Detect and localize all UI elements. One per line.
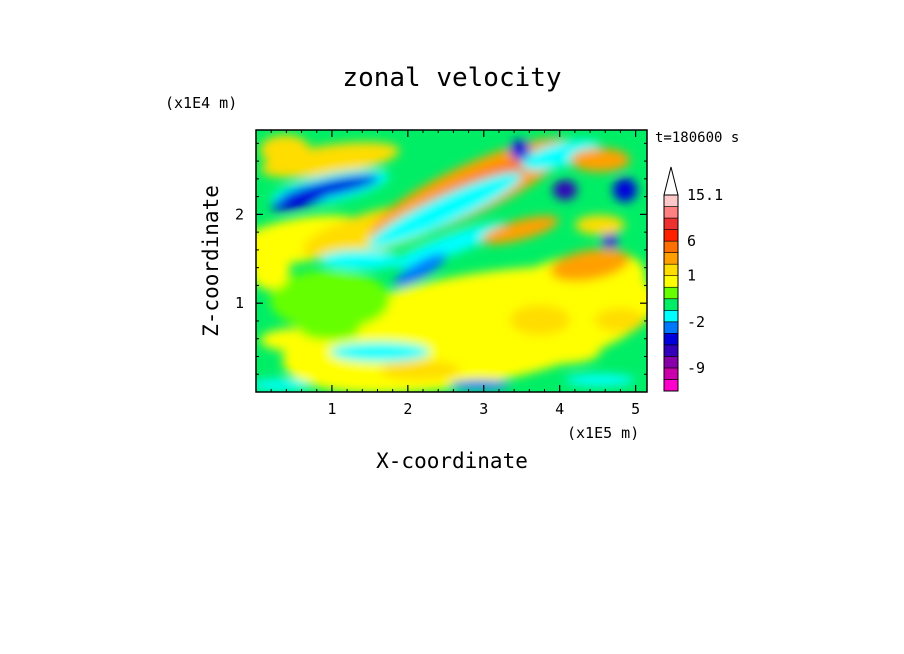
colorbar-segment <box>663 263 679 277</box>
field-blob <box>521 139 599 171</box>
colorbar-segment <box>663 206 679 219</box>
field-blob <box>481 215 559 245</box>
field-blob <box>520 340 600 364</box>
y-tick-label: 2 <box>235 205 244 223</box>
colorbar-tick-label: -2 <box>687 313 705 331</box>
field-blob <box>553 180 577 200</box>
y-scale-label: (x1E4 m) <box>165 94 237 112</box>
field-blob <box>256 250 290 290</box>
colorbar-segment <box>663 367 679 380</box>
y-axis-label: Z-coordinate <box>199 185 223 337</box>
colorbar-segment <box>663 321 679 334</box>
time-label: t=180600 s <box>655 130 739 146</box>
colorbar-segment <box>663 275 679 288</box>
plot-frame <box>255 129 648 393</box>
colorbar-segment <box>663 298 679 311</box>
chart-title: zonal velocity <box>342 63 561 93</box>
field-blob <box>570 148 630 172</box>
x-tick-label: 5 <box>631 400 640 418</box>
field-blob <box>595 308 645 332</box>
x-axis: 1 2 3 4 5 <box>270 130 640 418</box>
x-tick-label: 4 <box>555 400 564 418</box>
y-tick-label: 1 <box>235 294 244 312</box>
field-blob <box>450 380 510 390</box>
field-blob <box>270 189 330 211</box>
colorbar-max-arrow <box>663 166 679 196</box>
colorbar-frame <box>663 194 679 392</box>
field-blob <box>256 379 310 391</box>
colorbar-segment <box>663 333 679 346</box>
y-axis: 12 <box>235 142 647 375</box>
colorbar-segment <box>663 194 679 207</box>
colorbar-segment <box>663 309 679 323</box>
field-blob <box>320 250 400 270</box>
field-blob <box>613 178 637 202</box>
field-blob <box>510 305 570 335</box>
field-blob <box>260 142 400 178</box>
field-blob <box>550 248 630 282</box>
colorbar-segment <box>663 252 679 265</box>
field-blob <box>367 171 523 249</box>
field-blob <box>575 215 625 235</box>
contour-plot-area <box>255 129 648 393</box>
x-tick-label: 1 <box>327 400 336 418</box>
colorbar-segment <box>663 217 679 230</box>
colorbar-segment <box>663 344 679 357</box>
x-tick-label: 2 <box>403 400 412 418</box>
colorbar-tick-label: 6 <box>687 232 696 250</box>
colorbar-segment <box>663 240 679 253</box>
colorbar-segment <box>663 229 679 242</box>
colorbar-segment <box>663 379 679 392</box>
colorbar-segment <box>663 286 679 300</box>
field-blob <box>260 135 310 165</box>
field-blob <box>300 320 360 340</box>
field-blob <box>393 253 447 287</box>
field-blob <box>393 222 507 268</box>
colorbar-tick-label: 1 <box>687 267 696 285</box>
field-blob <box>270 270 390 330</box>
x-tick-label: 3 <box>479 400 488 418</box>
field-blob <box>510 140 530 160</box>
x-scale-label: (x1E5 m) <box>567 424 639 442</box>
field-blob <box>330 342 430 362</box>
x-axis-label: X-coordinate <box>376 449 528 473</box>
colorbar-tick-label: -9 <box>687 359 705 377</box>
colorbar-tick-label: 15.1 <box>687 186 723 204</box>
field-blob <box>565 374 635 386</box>
field-blob <box>602 232 618 248</box>
colorbar: 15.1 6 1 -2 -9 <box>663 166 723 392</box>
field-blob <box>380 360 460 380</box>
colorbar-segment <box>663 356 679 369</box>
field-blobs <box>256 135 647 392</box>
velocity-field <box>256 135 647 392</box>
